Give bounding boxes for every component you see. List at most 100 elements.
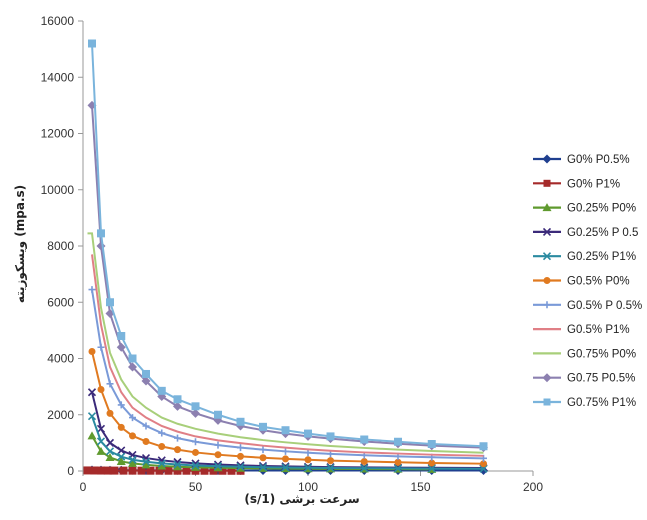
data-point: [304, 449, 312, 457]
data-point: [542, 203, 552, 212]
data-point: [191, 408, 200, 418]
data-point: [214, 451, 222, 459]
data-point: [97, 343, 105, 351]
data-point: [83, 466, 92, 475]
series-6: [88, 286, 487, 462]
data-point: [236, 462, 245, 471]
data-point: [259, 446, 267, 454]
data-point: [360, 435, 369, 444]
legend: G0% P0.5% G0% P1% G0.25% P0% G0.25% P 0.5 G0…: [533, 154, 642, 409]
legend-item: G0.5% P1%: [533, 324, 630, 336]
series-layer: [83, 39, 488, 476]
legend-label: G0.25% P 0.5: [567, 227, 638, 239]
data-point: [428, 459, 436, 467]
data-point: [105, 447, 115, 456]
data-point: [192, 438, 199, 446]
legend-label: G0% P1%: [567, 178, 620, 190]
data-point: [480, 454, 487, 462]
data-point: [543, 398, 551, 406]
data-point: [281, 426, 290, 435]
data-point: [326, 463, 335, 473]
legend-item: G0.5% P 0.5%: [533, 300, 642, 312]
legend-label: G0.5% P 0.5%: [567, 300, 642, 312]
data-point: [128, 458, 137, 467]
legend-item: G0% P0.5%: [533, 154, 630, 166]
series-8: [87, 232, 484, 454]
legend-item: G0.75% P0%: [533, 348, 636, 360]
y-tick-label: 12000: [41, 127, 75, 141]
data-point: [237, 444, 244, 452]
data-point: [141, 457, 151, 466]
data-point: [105, 438, 115, 447]
data-point: [543, 277, 551, 284]
data-point: [157, 459, 166, 468]
y-axis-title: ویسکوزیته (mpa.s): [13, 185, 28, 303]
data-point: [304, 456, 312, 464]
data-point: [116, 342, 126, 352]
data-point: [479, 464, 488, 473]
data-point: [174, 434, 181, 442]
data-point: [117, 452, 126, 461]
x-axis-title: (s/1) سرعت برشی: [244, 492, 359, 506]
data-point: [106, 409, 114, 417]
data-point: [117, 446, 126, 455]
data-point: [97, 466, 105, 475]
y-tick-label: 16000: [41, 14, 75, 28]
legend-item: G0.25% P1%: [533, 251, 636, 263]
data-point: [227, 466, 236, 475]
data-point: [542, 154, 552, 164]
legend-item: G0.5% P0%: [533, 276, 630, 288]
data-point: [173, 395, 182, 404]
data-point: [200, 466, 209, 475]
data-point: [117, 332, 126, 340]
legend-item: G0.25% P 0.5: [533, 227, 638, 239]
y-tick-label: 4000: [47, 352, 74, 366]
data-point: [142, 422, 150, 430]
data-point: [106, 298, 114, 307]
data-point: [87, 431, 97, 440]
data-point: [146, 466, 155, 475]
data-point: [236, 417, 245, 426]
data-point: [209, 466, 218, 475]
x-tick-label: 100: [298, 480, 318, 494]
legend-label: G0.5% P1%: [567, 324, 630, 336]
data-point: [282, 455, 289, 463]
data-point: [119, 466, 128, 475]
data-point: [96, 437, 106, 446]
data-point: [129, 432, 136, 440]
data-point: [105, 453, 115, 461]
data-point: [191, 402, 200, 411]
legend-label: G0.25% P0%: [567, 203, 636, 215]
data-point: [96, 446, 106, 455]
y-tick-label: 8000: [47, 239, 74, 253]
data-point: [259, 422, 267, 431]
data-point: [192, 448, 199, 456]
data-point: [157, 386, 166, 395]
legend-label: G0.5% P0%: [567, 276, 630, 288]
y-tick-label: 0: [67, 464, 74, 478]
series-7: [91, 254, 484, 457]
series-9: [87, 100, 488, 453]
data-point: [142, 369, 150, 378]
data-point: [214, 410, 222, 419]
y-tick-label: 14000: [41, 70, 75, 84]
data-point: [128, 466, 137, 475]
data-point: [117, 401, 125, 409]
legend-item: G0.75 P0.5%: [533, 373, 635, 385]
legend-item: G0.75% P1%: [533, 397, 636, 409]
data-point: [173, 460, 182, 469]
data-point: [106, 380, 114, 388]
data-point: [90, 466, 99, 475]
data-point: [480, 460, 487, 468]
data-point: [543, 179, 551, 187]
data-point: [427, 464, 436, 473]
series-line: [91, 254, 484, 457]
data-point: [128, 362, 137, 372]
data-point: [141, 460, 151, 469]
data-point: [360, 457, 368, 465]
data-point: [326, 432, 335, 441]
data-point: [155, 466, 164, 475]
legend-label: G0% P0.5%: [567, 154, 630, 166]
data-point: [88, 286, 96, 294]
data-point: [97, 229, 105, 238]
